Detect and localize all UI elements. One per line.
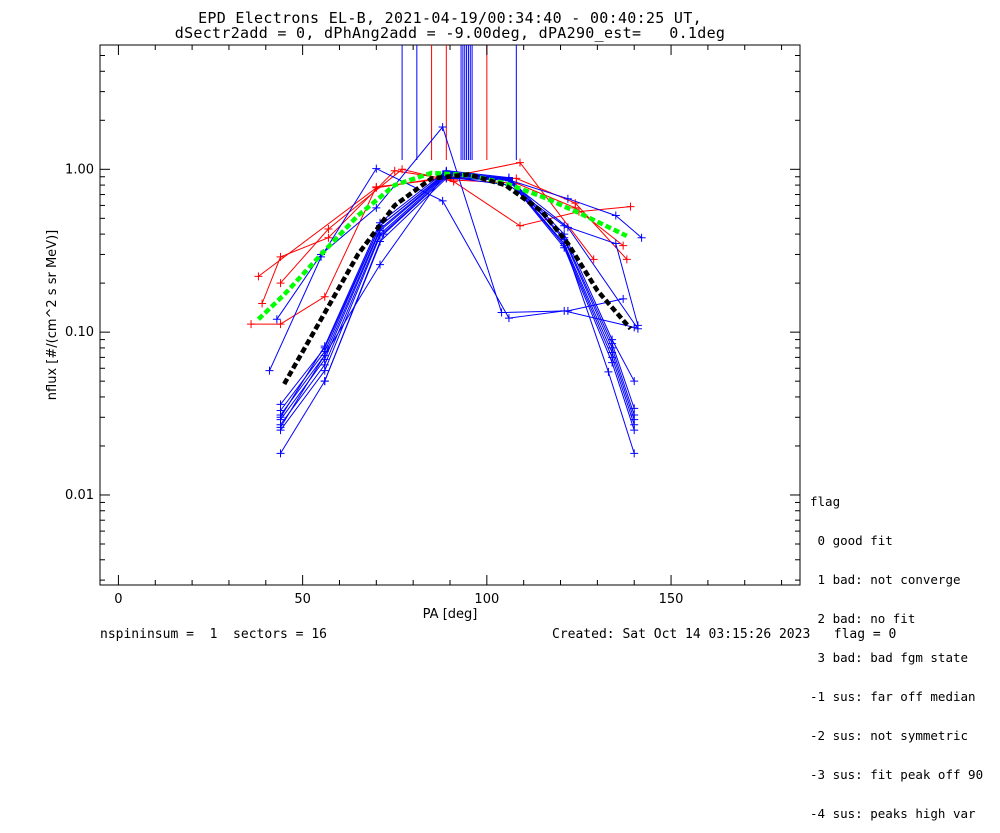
data-point-marker [497, 308, 506, 317]
data-point-marker [560, 221, 569, 230]
data-point-marker [276, 449, 285, 458]
data-point-marker [276, 320, 285, 329]
chart-title: EPD Electrons EL-B, 2021-04-19/00:34:40 … [198, 9, 702, 27]
fit-curve [256, 170, 628, 321]
fit-curve [282, 172, 633, 386]
data-point-marker [516, 158, 524, 167]
legend-entry: 1 bad: not converge [810, 572, 961, 587]
data-series-line [280, 176, 635, 431]
y-tick-label: 1.00 [65, 162, 94, 177]
data-point-marker [265, 366, 274, 375]
footer-created-info: Created: Sat Oct 14 03:15:26 2023 flag =… [552, 627, 897, 642]
y-tick-label: 0.10 [65, 325, 94, 340]
x-tick-label: 150 [659, 592, 684, 607]
data-point-marker [611, 211, 620, 220]
data-point-marker [324, 224, 333, 233]
data-point-marker [563, 194, 572, 203]
data-point-marker [324, 233, 333, 242]
plot-frame [99, 44, 801, 586]
data-point-marker [630, 404, 639, 413]
data-point-marker [320, 377, 329, 386]
data-point-marker [630, 377, 639, 386]
x-tick-label: 100 [474, 592, 499, 607]
legend-title: flag [810, 494, 841, 509]
x-axis-label: PA [deg] [423, 607, 478, 622]
data-point-marker [390, 166, 399, 175]
data-point-marker [622, 255, 631, 264]
footer-sector-info: nspininsum = 1 sectors = 16 [100, 627, 327, 642]
data-point-marker [320, 342, 329, 351]
data-point-marker [630, 449, 639, 458]
data-point-marker [563, 306, 572, 315]
data-point-marker [504, 314, 513, 323]
data-series-line [280, 170, 635, 418]
legend-entry: -2 sus: not symmetric [810, 728, 969, 743]
legend-entry: -4 sus: peaks high var [810, 806, 976, 821]
legend-entry: 0 good fit [810, 533, 893, 548]
data-point-marker [516, 221, 524, 230]
y-axis-label: nflux [#/(cm^2 s sr MeV)] [45, 230, 60, 400]
y-tick-label: 0.01 [65, 488, 94, 503]
data-point-marker [247, 320, 256, 329]
data-series-line [280, 168, 631, 284]
data-point-marker [320, 292, 329, 301]
marker-lines-group [401, 45, 517, 160]
chart-subtitle: dSectr2add = 0, dPhAng2add = -9.00deg, d… [174, 24, 726, 42]
data-point-marker [608, 335, 617, 344]
data-point-marker [438, 196, 447, 205]
flag-legend: flag 0 good fit 1 bad: not converge 2 ba… [810, 469, 983, 833]
plot-area: 0 50 100 150 0.01 0.10 1.00 PA [deg] nflux [#/… [45, 44, 801, 622]
data-point-marker [619, 241, 628, 250]
data-point-marker [276, 279, 285, 288]
data-point-marker [626, 202, 635, 211]
data-point-marker [438, 122, 447, 131]
x-tick-label: 0 [114, 592, 122, 607]
data-point-marker [604, 367, 613, 376]
data-point-marker [276, 413, 285, 422]
data-point-marker [589, 255, 598, 264]
data-series-line [261, 170, 624, 304]
data-point-marker [637, 233, 646, 242]
axes-group: 0 50 100 150 0.01 0.10 1.00 [65, 45, 800, 607]
data-point-marker [276, 406, 285, 415]
legend-entry: -3 sus: fit peak off 90 [810, 767, 984, 782]
data-point-marker [372, 164, 381, 173]
fits-group [256, 170, 633, 386]
x-tick-label: 50 [294, 592, 311, 607]
data-point-marker [258, 299, 267, 308]
data-point-marker [376, 260, 384, 269]
legend-entry: 3 bad: bad fgm state [810, 650, 969, 665]
data-point-marker [372, 203, 381, 212]
data-point-marker [633, 321, 642, 330]
data-point-marker [619, 294, 628, 303]
legend-entry: -1 sus: far off median [810, 689, 976, 704]
legend-entry: 2 bad: no fit [810, 611, 916, 626]
data-point-marker [276, 423, 285, 432]
data-point-marker [272, 315, 281, 324]
data-point-marker [254, 272, 263, 281]
data-series-line [269, 167, 635, 371]
data-point-marker [276, 252, 285, 261]
data-point-marker [379, 230, 388, 239]
data-point-marker [611, 239, 620, 248]
